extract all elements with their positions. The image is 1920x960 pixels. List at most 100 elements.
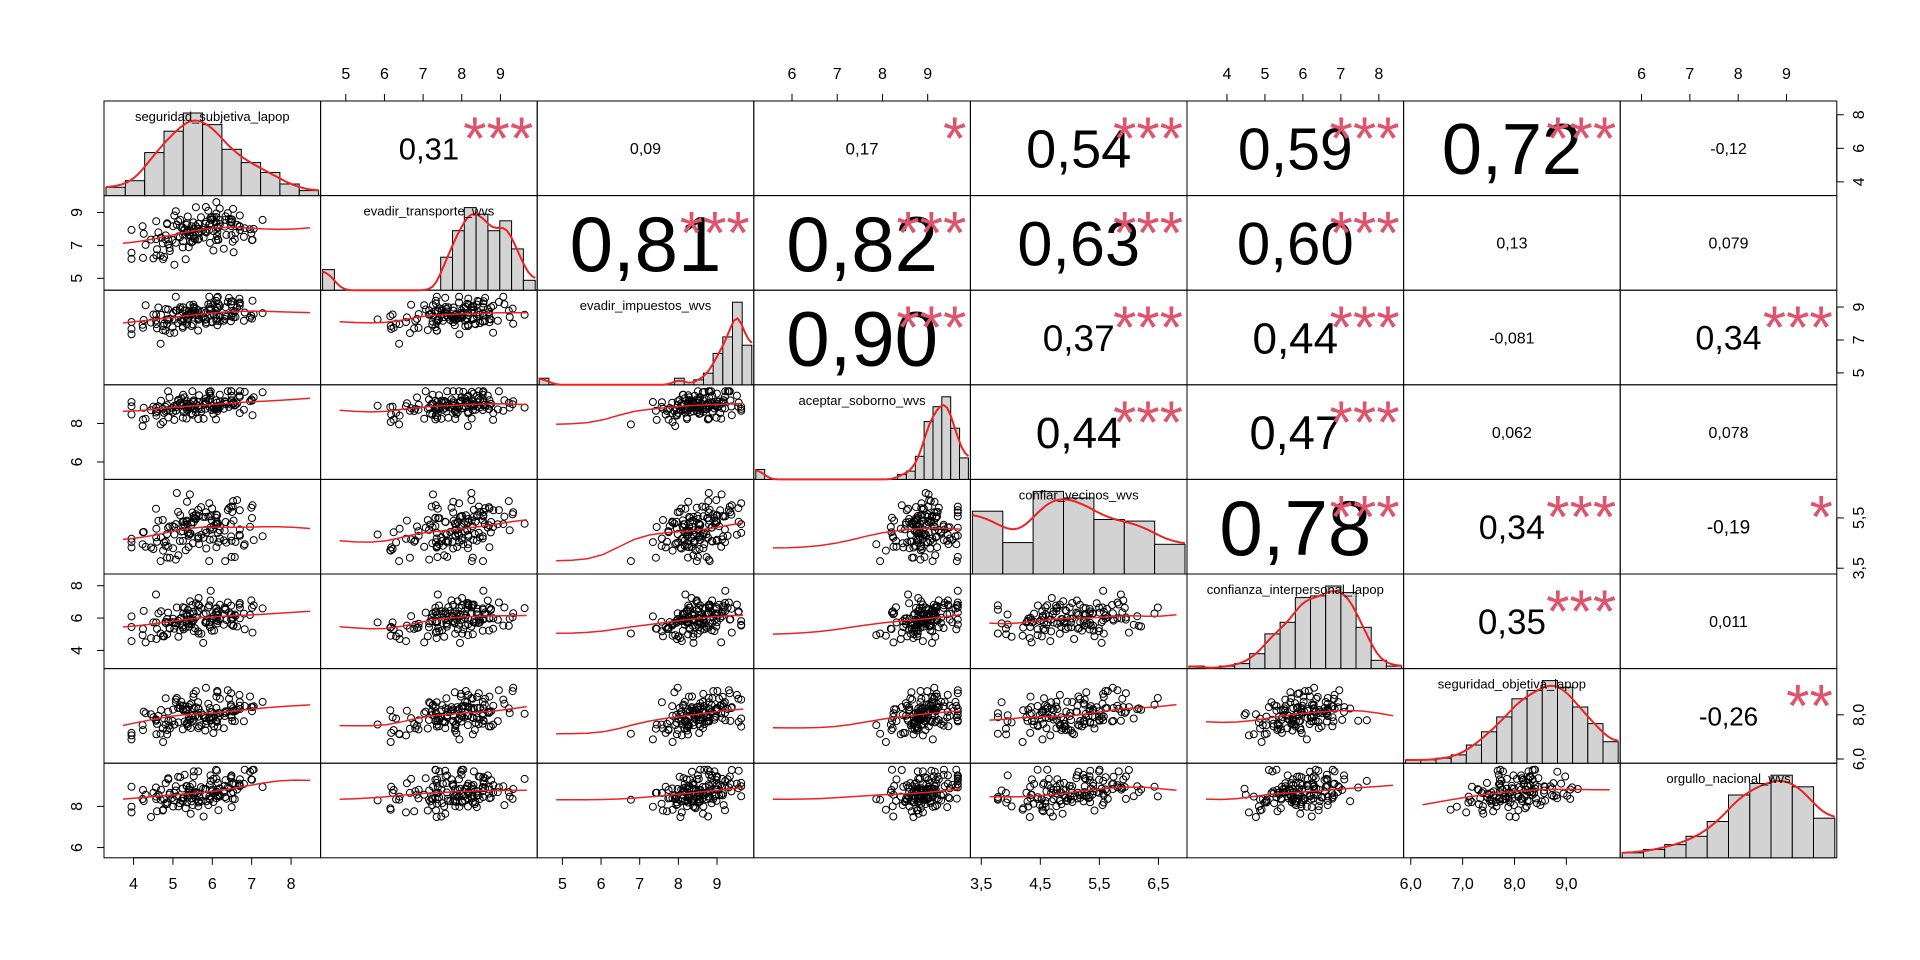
data-point bbox=[395, 629, 404, 638]
data-point bbox=[508, 613, 517, 622]
data-point bbox=[924, 604, 933, 613]
data-point bbox=[1033, 765, 1042, 774]
data-point bbox=[141, 542, 150, 551]
data-point bbox=[1033, 631, 1042, 640]
data-point bbox=[887, 726, 896, 735]
data-point bbox=[1299, 692, 1308, 701]
data-point bbox=[500, 699, 509, 708]
smoother-line bbox=[339, 403, 527, 413]
data-point bbox=[715, 694, 724, 703]
data-point bbox=[169, 802, 178, 811]
data-point bbox=[1067, 716, 1076, 724]
tick-label: 8,0 bbox=[1851, 704, 1868, 726]
data-point bbox=[1059, 597, 1068, 606]
data-point bbox=[1240, 784, 1249, 793]
data-point bbox=[438, 779, 447, 788]
data-point bbox=[727, 628, 736, 637]
data-point bbox=[230, 610, 239, 619]
data-point bbox=[1280, 704, 1289, 713]
data-point bbox=[721, 387, 730, 396]
data-point bbox=[1340, 771, 1348, 780]
histogram-bar bbox=[1310, 595, 1327, 670]
data-point bbox=[872, 631, 881, 640]
data-point bbox=[463, 526, 472, 535]
data-point bbox=[685, 522, 694, 531]
smoother-line bbox=[1205, 709, 1394, 724]
data-point bbox=[451, 415, 460, 423]
data-point bbox=[1075, 624, 1084, 632]
scatter-panel bbox=[339, 292, 529, 348]
panel-frame bbox=[969, 668, 1188, 764]
data-point bbox=[1072, 771, 1081, 780]
data-point bbox=[201, 508, 210, 517]
data-point bbox=[1362, 776, 1371, 785]
data-point bbox=[509, 683, 518, 692]
tick-label: 6,5 bbox=[1147, 876, 1169, 893]
data-point bbox=[1330, 767, 1339, 776]
data-point bbox=[227, 771, 236, 780]
data-point bbox=[201, 714, 210, 723]
data-point bbox=[199, 638, 208, 647]
data-point bbox=[189, 767, 198, 776]
data-point bbox=[485, 405, 493, 414]
data-point bbox=[460, 519, 468, 528]
scatter-panel bbox=[122, 387, 311, 430]
data-point bbox=[1085, 793, 1094, 802]
smoother-line bbox=[772, 527, 960, 549]
data-point bbox=[925, 496, 934, 505]
data-point bbox=[717, 709, 726, 718]
smoother-line bbox=[989, 786, 1177, 798]
histogram-bar bbox=[1032, 490, 1064, 575]
data-point bbox=[1079, 770, 1088, 779]
data-point bbox=[249, 536, 258, 545]
data-point bbox=[939, 522, 948, 531]
data-point bbox=[431, 411, 440, 420]
data-point bbox=[1329, 717, 1338, 726]
data-point bbox=[429, 490, 437, 499]
data-point bbox=[914, 534, 923, 543]
data-point bbox=[469, 767, 478, 776]
data-point bbox=[727, 411, 736, 420]
data-point bbox=[421, 387, 430, 396]
data-point bbox=[1118, 694, 1127, 703]
histogram-bar bbox=[522, 279, 536, 291]
data-point bbox=[212, 543, 221, 552]
data-point bbox=[230, 717, 239, 726]
data-point bbox=[1075, 694, 1084, 703]
data-point bbox=[1089, 609, 1098, 618]
data-point bbox=[156, 629, 165, 638]
data-point bbox=[449, 544, 458, 553]
data-point bbox=[926, 626, 935, 635]
data-point bbox=[213, 302, 222, 311]
histogram-bar bbox=[1355, 626, 1372, 670]
histogram-bar bbox=[1093, 519, 1125, 575]
data-point bbox=[127, 782, 136, 791]
data-point bbox=[420, 790, 429, 799]
data-point bbox=[919, 519, 928, 528]
significance-stars: *** bbox=[1546, 105, 1616, 172]
scatter-panel bbox=[989, 683, 1177, 746]
data-point bbox=[425, 555, 434, 564]
data-point bbox=[179, 317, 188, 326]
data-point bbox=[1134, 621, 1143, 630]
data-point bbox=[1063, 697, 1072, 706]
data-point bbox=[170, 720, 179, 729]
data-point bbox=[461, 394, 470, 403]
tick-label: 6 bbox=[1851, 144, 1868, 153]
data-point bbox=[414, 400, 423, 409]
data-point bbox=[1039, 780, 1048, 789]
data-point bbox=[705, 414, 714, 423]
tick-label: 6 bbox=[788, 66, 797, 83]
data-point bbox=[489, 328, 498, 337]
data-point bbox=[1098, 603, 1107, 612]
data-point bbox=[1313, 692, 1322, 701]
data-point bbox=[174, 551, 183, 560]
data-point bbox=[156, 339, 165, 348]
data-point bbox=[939, 770, 948, 779]
data-point bbox=[1468, 782, 1476, 791]
data-point bbox=[651, 406, 660, 415]
data-point bbox=[402, 731, 410, 740]
data-point bbox=[447, 775, 456, 784]
data-point bbox=[405, 724, 414, 733]
data-point bbox=[246, 225, 254, 234]
